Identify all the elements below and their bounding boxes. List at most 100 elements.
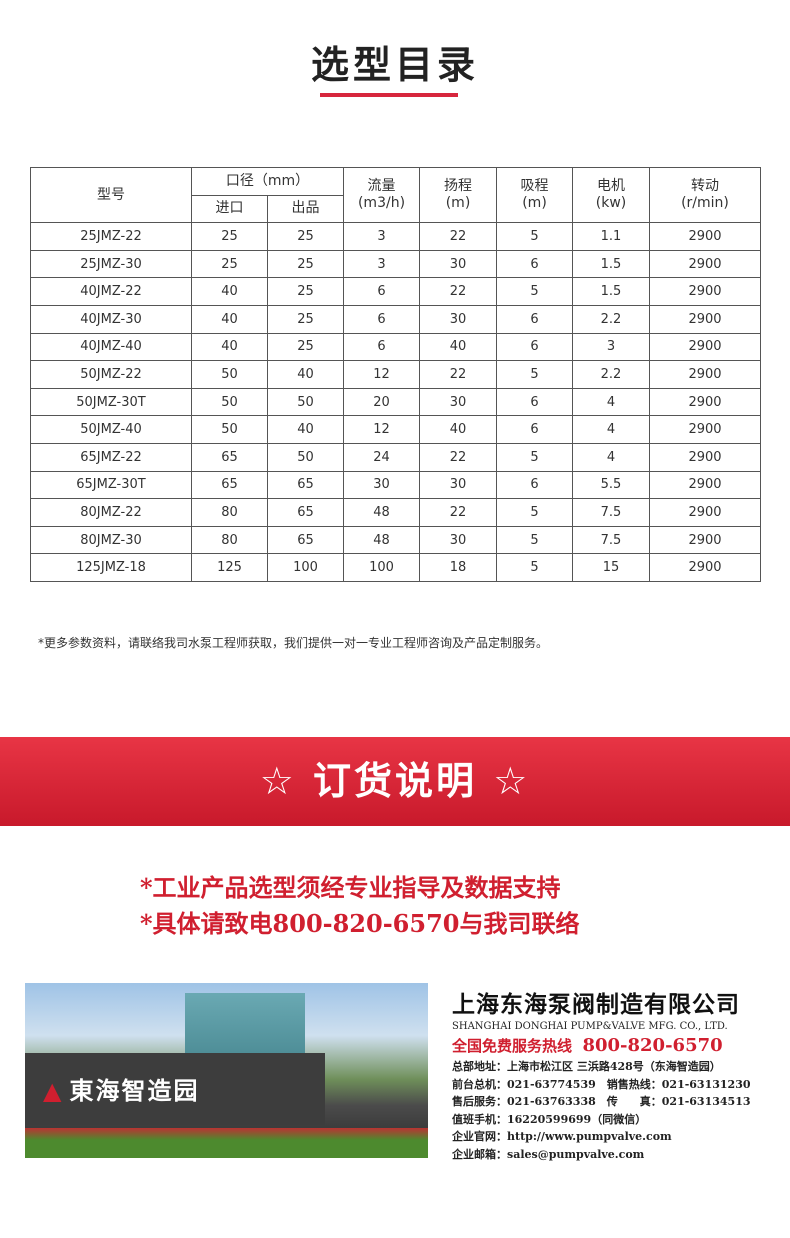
table-row: 40JMZ-30 40 25 6 30 6 2.2 2900: [30, 304, 761, 334]
contact-line: 总部地址：上海市松江区 三浜路428号（东海智造园）: [452, 1060, 721, 1073]
table-row: 40JMZ-40 40 25 6 40 6 3 2900: [30, 332, 761, 362]
table-cell: 2900: [649, 553, 761, 582]
table-cell: 25: [267, 222, 344, 251]
table-cell: 40JMZ-22: [30, 277, 192, 306]
hotline: 全国免费服务热线 800-820-6570: [452, 1035, 723, 1056]
table-cell: 25JMZ-30: [30, 249, 192, 279]
table-cell: 3: [343, 222, 420, 251]
table-cell: 25: [267, 304, 344, 334]
table-cell: 50: [267, 442, 344, 472]
table-cell: 80JMZ-22: [30, 498, 192, 527]
table-cell: 5: [496, 498, 573, 527]
table-row: 65JMZ-22 65 50 24 22 5 4 2900: [30, 442, 761, 472]
company-logo-icon: ▲: [43, 1077, 64, 1105]
table-cell: 5: [496, 553, 573, 582]
table-cell: 50JMZ-22: [30, 360, 192, 389]
company-name-en: SHANGHAI DONGHAI PUMP&VALVE MFG. CO., LT…: [452, 1021, 728, 1032]
table-cell: 50: [267, 387, 344, 417]
header-model: 型号: [30, 166, 192, 224]
company-photo: ▲ 東海智造园: [25, 983, 428, 1158]
table-cell: 6: [343, 277, 420, 306]
table-cell: 40: [191, 332, 268, 362]
table-cell: 12: [343, 360, 420, 389]
table-cell: 5: [496, 525, 573, 555]
table-cell: 15: [572, 553, 650, 582]
table-cell: 40: [267, 360, 344, 389]
table-cell: 5: [496, 277, 573, 306]
table-cell: 22: [419, 360, 497, 389]
order-banner: ☆ 订货说明 ☆: [0, 737, 790, 826]
table-cell: 65: [267, 498, 344, 527]
table-cell: 6: [496, 415, 573, 444]
table-cell: 48: [343, 525, 420, 555]
table-cell: 30: [419, 387, 497, 417]
table-cell: 2900: [649, 304, 761, 334]
table-cell: 80JMZ-30: [30, 525, 192, 555]
table-cell: 2900: [649, 415, 761, 444]
table-cell: 40JMZ-40: [30, 332, 192, 362]
table-cell: 25: [267, 249, 344, 279]
table-cell: 6: [496, 304, 573, 334]
table-row: 80JMZ-30 80 65 48 30 5 7.5 2900: [30, 525, 761, 555]
table-cell: 1.1: [572, 222, 650, 251]
table-cell: 50JMZ-30T: [30, 387, 192, 417]
table-row: 125JMZ-18 125 100 100 18 5 15 2900: [30, 553, 761, 582]
table-cell: 6: [496, 387, 573, 417]
table-row: 65JMZ-30T 65 65 30 30 6 5.5 2900: [30, 470, 761, 500]
table-cell: 80: [191, 498, 268, 527]
footnote: *更多参数资料，请联络我司水泵工程师获取，我们提供一对一专业工程师咨询及产品定制…: [38, 636, 549, 650]
table-cell: 65: [191, 442, 268, 472]
table-cell: 40: [267, 415, 344, 444]
contact-line: 企业官网：http://www.pumpvalve.com: [452, 1130, 672, 1143]
table-cell: 2.2: [572, 360, 650, 389]
table-cell: 2900: [649, 387, 761, 417]
table-cell: 22: [419, 442, 497, 472]
contact-line: 企业邮箱：sales@pumpvalve.com: [452, 1147, 645, 1161]
header-suction: 吸程 (m): [496, 166, 573, 224]
table-cell: 22: [419, 277, 497, 306]
title-underline: [320, 93, 458, 97]
header-speed: 转动 (r/min): [649, 166, 761, 224]
table-cell: 40: [419, 332, 497, 362]
table-row: 50JMZ-30T 50 50 20 30 6 4 2900: [30, 387, 761, 417]
table-cell: 30: [419, 304, 497, 334]
table-cell: 2900: [649, 470, 761, 500]
contact-line: 前台总机：021-63774539 销售热线：021-63131230: [452, 1077, 751, 1091]
header-caliber: 口径（mm）: [191, 167, 344, 196]
table-cell: 6: [496, 332, 573, 362]
table-cell: 50: [191, 360, 268, 389]
table-row: 80JMZ-22 80 65 48 22 5 7.5 2900: [30, 498, 761, 527]
table-cell: 2900: [649, 222, 761, 251]
order-note: *具体请致电800-820-6570与我司联络: [140, 909, 580, 938]
table-cell: 4: [572, 387, 650, 417]
table-cell: 48: [343, 498, 420, 527]
table-cell: 125JMZ-18: [30, 553, 192, 582]
table-cell: 3: [343, 249, 420, 279]
table-cell: 2900: [649, 442, 761, 472]
table-cell: 100: [267, 553, 344, 582]
table-row: 25JMZ-30 25 25 3 30 6 1.5 2900: [30, 249, 761, 279]
table-cell: 125: [191, 553, 268, 582]
table-cell: 22: [419, 222, 497, 251]
header-inlet: 进口: [191, 194, 268, 224]
table-cell: 6: [496, 470, 573, 500]
table-cell: 65: [267, 525, 344, 555]
table-cell: 3: [572, 332, 650, 362]
table-cell: 65JMZ-30T: [30, 470, 192, 500]
table-cell: 50: [191, 415, 268, 444]
table-cell: 5: [496, 360, 573, 389]
table-cell: 30: [419, 249, 497, 279]
table-cell: 2900: [649, 332, 761, 362]
table-cell: 30: [419, 470, 497, 500]
table-cell: 40: [191, 304, 268, 334]
table-cell: 5.5: [572, 470, 650, 500]
table-cell: 30: [419, 525, 497, 555]
table-cell: 22: [419, 498, 497, 527]
header-head: 扬程 (m): [419, 166, 497, 224]
table-cell: 6: [343, 332, 420, 362]
table-cell: 4: [572, 415, 650, 444]
park-sign: ▲ 東海智造园: [43, 1077, 200, 1105]
table-cell: 40: [191, 277, 268, 306]
contact-line: 售后服务：021-63763338 传 真：021-63134513: [452, 1095, 751, 1108]
selection-table: 型号 口径（mm） 流量 (m3/h) 扬程 (m) 吸程 (m) 电机 (kw) 转动…: [30, 166, 761, 582]
